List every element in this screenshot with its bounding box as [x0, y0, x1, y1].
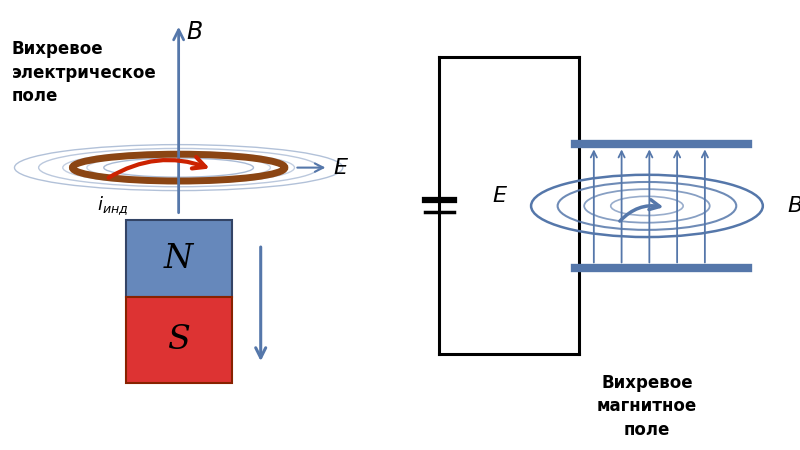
Text: $i_{\mathit{инд}}$: $i_{\mathit{инд}}$: [97, 194, 128, 217]
Polygon shape: [126, 220, 232, 297]
Text: $E$: $E$: [333, 157, 349, 179]
Text: $E$: $E$: [493, 185, 509, 207]
Polygon shape: [126, 297, 232, 383]
Text: Вихревое
электрическое
поле: Вихревое электрическое поле: [11, 40, 156, 105]
Text: $B$: $B$: [787, 195, 800, 217]
Text: Вихревое
магнитное
поле: Вихревое магнитное поле: [597, 374, 697, 439]
Text: S: S: [167, 324, 190, 356]
Text: $B$: $B$: [186, 21, 203, 44]
Text: N: N: [164, 243, 194, 274]
